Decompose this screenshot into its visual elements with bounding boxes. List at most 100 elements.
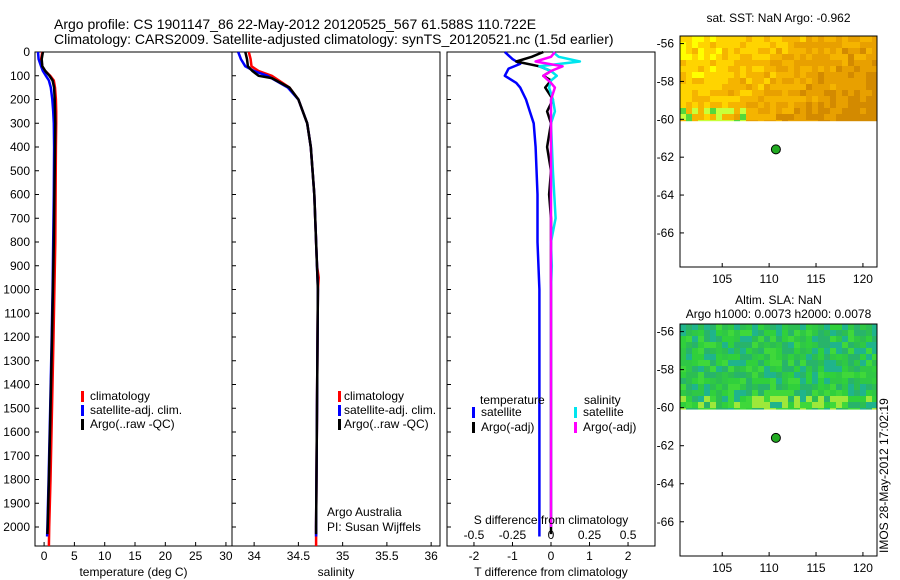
sst-heatmap-cell — [806, 84, 812, 90]
sst-heatmap-cell — [764, 120, 770, 122]
sla-heatmap-cell — [752, 336, 758, 342]
sla-heatmap-cell — [758, 324, 764, 330]
sst-heatmap-cell — [698, 108, 704, 114]
sst-heatmap-cell — [866, 66, 872, 72]
sst-heatmap-cell — [710, 48, 716, 54]
sst-heatmap-cell — [764, 36, 770, 42]
sla-heatmap-cell — [776, 348, 782, 354]
sla-heatmap-cell — [746, 348, 752, 354]
sst-heatmap-cell — [680, 48, 686, 54]
sla-heatmap-cell — [752, 396, 758, 402]
sst-heatmap-cell — [854, 66, 860, 72]
sst-heatmap-cell — [818, 60, 824, 66]
sst-heatmap-cell — [746, 78, 752, 84]
sla-heatmap-cell — [818, 324, 824, 330]
sst-heatmap-cell — [740, 48, 746, 54]
temperature-xtick-label: 5 — [71, 549, 78, 563]
sst-map-ytick-label: -60 — [657, 112, 675, 126]
sla-heatmap-cell — [770, 330, 776, 336]
sla-heatmap-cell — [776, 372, 782, 378]
sst-heatmap-cell — [848, 72, 854, 78]
sla-heatmap-cell — [746, 408, 752, 410]
sst-heatmap-cell — [860, 60, 866, 66]
sst-heatmap-cell — [800, 48, 806, 54]
sla-heatmap-cell — [866, 402, 872, 408]
sla-heatmap-cell — [836, 396, 842, 402]
sst-heatmap-cell — [716, 84, 722, 90]
sla-heatmap-cell — [758, 384, 764, 390]
sst-heatmap-cell — [752, 78, 758, 84]
sst-heatmap-cell — [770, 36, 776, 42]
sla-heatmap-cell — [704, 402, 710, 408]
sla-heatmap-cell — [710, 348, 716, 354]
sst-heatmap-cell — [800, 42, 806, 48]
sst-heatmap-cell — [710, 60, 716, 66]
sst-heatmap-cell — [788, 114, 794, 120]
sla-heatmap-cell — [764, 324, 770, 330]
sla-heatmap-cell — [782, 366, 788, 372]
sla-heatmap-cell — [728, 348, 734, 354]
sla-heatmap-cell — [740, 378, 746, 384]
sla-heatmap-cell — [740, 396, 746, 402]
salinity-legend-swatch — [338, 419, 341, 430]
sst-heatmap-cell — [710, 114, 716, 120]
sst-heatmap-cell — [860, 48, 866, 54]
sst-heatmap-cell — [716, 96, 722, 102]
sst-heatmap-cell — [818, 54, 824, 60]
sla-heatmap-cell — [854, 372, 860, 378]
sla-heatmap-cell — [722, 384, 728, 390]
sst-heatmap-cell — [722, 60, 728, 66]
sla-heatmap-cell — [704, 396, 710, 402]
sla-heatmap-cell — [848, 354, 854, 360]
sst-heatmap-cell — [794, 36, 800, 42]
s-diff-tick-label: 0.25 — [578, 528, 602, 542]
sla-heatmap-cell — [872, 360, 877, 366]
sla-heatmap-cell — [698, 396, 704, 402]
sla-heatmap-cell — [704, 348, 710, 354]
sst-heatmap-cell — [752, 36, 758, 42]
sst-heatmap-cell — [818, 36, 824, 42]
sst-heatmap-cell — [800, 54, 806, 60]
sla-heatmap-cell — [722, 354, 728, 360]
sst-heatmap-cell — [764, 60, 770, 66]
sst-heatmap-cell — [872, 84, 877, 90]
sla-heatmap-cell — [710, 366, 716, 372]
sst-heatmap-cell — [728, 54, 734, 60]
sst-heatmap-cell — [740, 120, 746, 122]
sla-heatmap-cell — [752, 324, 758, 330]
sla-heatmap-cell — [722, 402, 728, 408]
sla-heatmap-cell — [818, 330, 824, 336]
sst-heatmap-cell — [728, 48, 734, 54]
sst-map-ytick-label: -64 — [657, 188, 675, 202]
sst-heatmap-cell — [836, 54, 842, 60]
sst-heatmap-cell — [836, 36, 842, 42]
sla-heatmap-cell — [722, 396, 728, 402]
depth-tick-label: 900 — [10, 259, 30, 273]
sst-heatmap-cell — [758, 60, 764, 66]
sla-heatmap-cell — [782, 402, 788, 408]
sst-heatmap-cell — [764, 114, 770, 120]
sla-heatmap-cell — [782, 378, 788, 384]
sla-heatmap-cell — [842, 354, 848, 360]
temperature-legend-swatch — [81, 391, 84, 402]
sla-heatmap-cell — [698, 408, 704, 410]
sla-heatmap-cell — [788, 402, 794, 408]
sst-heatmap-cell — [722, 66, 728, 72]
sla-heatmap-cell — [722, 372, 728, 378]
sst-heatmap-cell — [740, 96, 746, 102]
depth-tick-label: 800 — [10, 235, 30, 249]
sst-heatmap-cell — [812, 66, 818, 72]
sst-heatmap-cell — [830, 36, 836, 42]
sla-heatmap-cell — [758, 342, 764, 348]
sla-heatmap-cell — [770, 390, 776, 396]
salinity-axes-frame — [231, 51, 441, 547]
sst-heatmap-cell — [770, 96, 776, 102]
sla-heatmap-cell — [812, 348, 818, 354]
sla-map-subtitle: Argo h1000: 0.0073 h2000: 0.0078 — [686, 307, 872, 321]
sst-heatmap-cell — [704, 90, 710, 96]
sla-heatmap-cell — [764, 372, 770, 378]
sla-heatmap-cell — [710, 354, 716, 360]
sla-heatmap-cell — [842, 324, 848, 330]
sst-heatmap-cell — [836, 78, 842, 84]
sst-heatmap-cell — [698, 54, 704, 60]
